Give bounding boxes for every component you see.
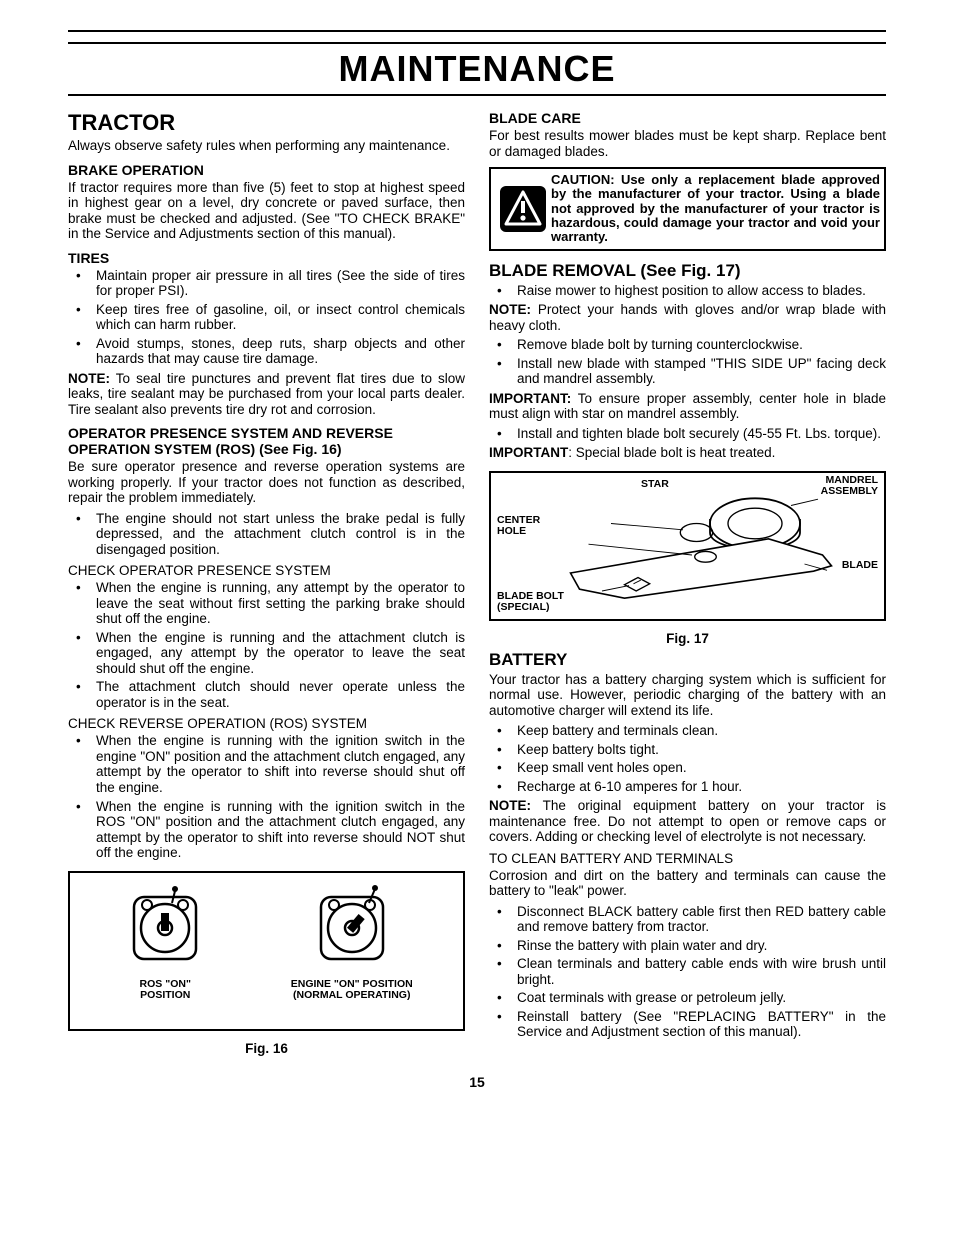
main-title: MAINTENANCE	[68, 48, 886, 90]
note-text: The original equipment battery on your t…	[489, 798, 886, 844]
tires-list: Maintain proper air pressure in all tire…	[68, 268, 465, 367]
important-label: IMPORTANT:	[489, 391, 571, 406]
fig17-bolt-label: BLADE BOLT (SPECIAL)	[497, 591, 564, 613]
top-rule	[68, 30, 886, 32]
bladeremoval-imp1: IMPORTANT: To ensure proper assembly, ce…	[489, 391, 886, 422]
bladecare-body: For best results mower blades must be ke…	[489, 128, 886, 159]
fig17-star-label: STAR	[641, 479, 669, 490]
check-ops-list: When the engine is running, any attempt …	[68, 580, 465, 710]
left-column: TRACTOR Always observe safety rules when…	[68, 110, 465, 1056]
bladeremoval-list3: Install and tighten blade bolt securely …	[489, 426, 886, 442]
important-text: : Special blade bolt is heat treated.	[568, 445, 775, 460]
list-item: Recharge at 6-10 amperes for 1 hour.	[489, 779, 886, 795]
caution-text: CAUTION: Use only a replacement blade ap…	[551, 173, 880, 244]
bladeremoval-imp2: IMPORTANT: Special blade bolt is heat tr…	[489, 445, 886, 461]
bladeremoval-list1: Raise mower to highest position to allow…	[489, 283, 886, 299]
list-item: When the engine is running, any attempt …	[68, 580, 465, 627]
list-item: Keep battery bolts tight.	[489, 742, 886, 758]
ops-body: Be sure operator presence and reverse op…	[68, 459, 465, 506]
caution-box: CAUTION: Use only a replacement blade ap…	[489, 167, 886, 250]
note-label: NOTE:	[489, 798, 531, 813]
list-item: When the engine is running with the igni…	[68, 733, 465, 795]
brake-heading: BRAKE OPERATION	[68, 162, 465, 178]
clean-body: Corrosion and dirt on the battery and te…	[489, 868, 886, 899]
list-item: Avoid stumps, stones, deep ruts, sharp o…	[68, 336, 465, 367]
list-item: When the engine is running with the igni…	[68, 799, 465, 861]
tires-heading: TIRES	[68, 250, 465, 266]
battery-heading: BATTERY	[489, 650, 886, 670]
engine-on-switch: ENGINE "ON" POSITION (NORMAL OPERATING)	[291, 883, 413, 1002]
ros-on-switch: ROS "ON" POSITION	[120, 883, 210, 1002]
list-item: Coat terminals with grease or petroleum …	[489, 990, 886, 1006]
bladeremoval-heading: BLADE REMOVAL (See Fig. 17)	[489, 261, 886, 281]
battery-note: NOTE: The original equipment battery on …	[489, 798, 886, 845]
brake-body: If tractor requires more than five (5) f…	[68, 180, 465, 242]
fig17-center-label: CENTER HOLE	[497, 515, 540, 537]
battery-body: Your tractor has a battery charging syst…	[489, 672, 886, 719]
list-item: Keep tires free of gasoline, oil, or ins…	[68, 302, 465, 333]
list-item: Disconnect BLACK battery cable first the…	[489, 904, 886, 935]
list-item: Remove blade bolt by turning countercloc…	[489, 337, 886, 353]
warning-icon	[495, 173, 551, 244]
tires-note: NOTE: To seal tire punctures and prevent…	[68, 371, 465, 418]
list-item: When the engine is running and the attac…	[68, 630, 465, 677]
ops-list: The engine should not start unless the b…	[68, 511, 465, 558]
fig17-caption: Fig. 17	[489, 631, 886, 646]
bladeremoval-note: NOTE: Protect your hands with gloves and…	[489, 302, 886, 333]
bladecare-heading: BLADE CARE	[489, 110, 886, 126]
tractor-intro: Always observe safety rules when perform…	[68, 138, 465, 154]
ops-heading: OPERATOR PRESENCE SYSTEM AND REVERSE OPE…	[68, 425, 465, 457]
title-band: MAINTENANCE	[68, 42, 886, 96]
list-item: Reinstall battery (See "REPLACING BATTER…	[489, 1009, 886, 1040]
important-label: IMPORTANT	[489, 445, 568, 460]
list-item: Raise mower to highest position to allow…	[489, 283, 886, 299]
page-number: 15	[68, 1074, 886, 1090]
list-item: The engine should not start unless the b…	[68, 511, 465, 558]
figure-17: STAR MANDREL ASSEMBLY CENTER HOLE BLADE …	[489, 471, 886, 621]
right-column: BLADE CARE For best results mower blades…	[489, 110, 886, 1056]
figure-16: ROS "ON" POSITION ENGINE "ON" POSITION (…	[68, 871, 465, 1031]
list-item: Maintain proper air pressure in all tire…	[68, 268, 465, 299]
list-item: Install and tighten blade bolt securely …	[489, 426, 886, 442]
note-text: Protect your hands with gloves and/or wr…	[489, 302, 886, 333]
list-item: Install new blade with stamped "THIS SID…	[489, 356, 886, 387]
list-item: The attachment clutch should never opera…	[68, 679, 465, 710]
two-column-layout: TRACTOR Always observe safety rules when…	[68, 110, 886, 1056]
ros-on-label: ROS "ON" POSITION	[120, 979, 210, 1002]
engine-on-label: ENGINE "ON" POSITION (NORMAL OPERATING)	[291, 979, 413, 1002]
fig17-mandrel-label: MANDREL ASSEMBLY	[821, 475, 878, 497]
list-item: Clean terminals and battery cable ends w…	[489, 956, 886, 987]
note-text: To seal tire punctures and prevent flat …	[68, 371, 465, 417]
fig16-caption: Fig. 16	[68, 1041, 465, 1056]
tractor-heading: TRACTOR	[68, 110, 465, 136]
bladeremoval-list2: Remove blade bolt by turning countercloc…	[489, 337, 886, 387]
note-label: NOTE:	[489, 302, 531, 317]
list-item: Keep battery and terminals clean.	[489, 723, 886, 739]
clean-heading: TO CLEAN BATTERY AND TERMINALS	[489, 851, 886, 866]
note-label: NOTE:	[68, 371, 110, 386]
ignition-switch-icon	[307, 883, 397, 973]
battery-list: Keep battery and terminals clean. Keep b…	[489, 723, 886, 794]
list-item: Keep small vent holes open.	[489, 760, 886, 776]
check-ros-list: When the engine is running with the igni…	[68, 733, 465, 860]
check-ros-heading: CHECK REVERSE OPERATION (ROS) SYSTEM	[68, 716, 465, 731]
ignition-switch-icon	[120, 883, 210, 973]
fig17-blade-label: BLADE	[842, 560, 878, 571]
check-ops-heading: CHECK OPERATOR PRESENCE SYSTEM	[68, 563, 465, 578]
list-item: Rinse the battery with plain water and d…	[489, 938, 886, 954]
clean-list: Disconnect BLACK battery cable first the…	[489, 904, 886, 1040]
